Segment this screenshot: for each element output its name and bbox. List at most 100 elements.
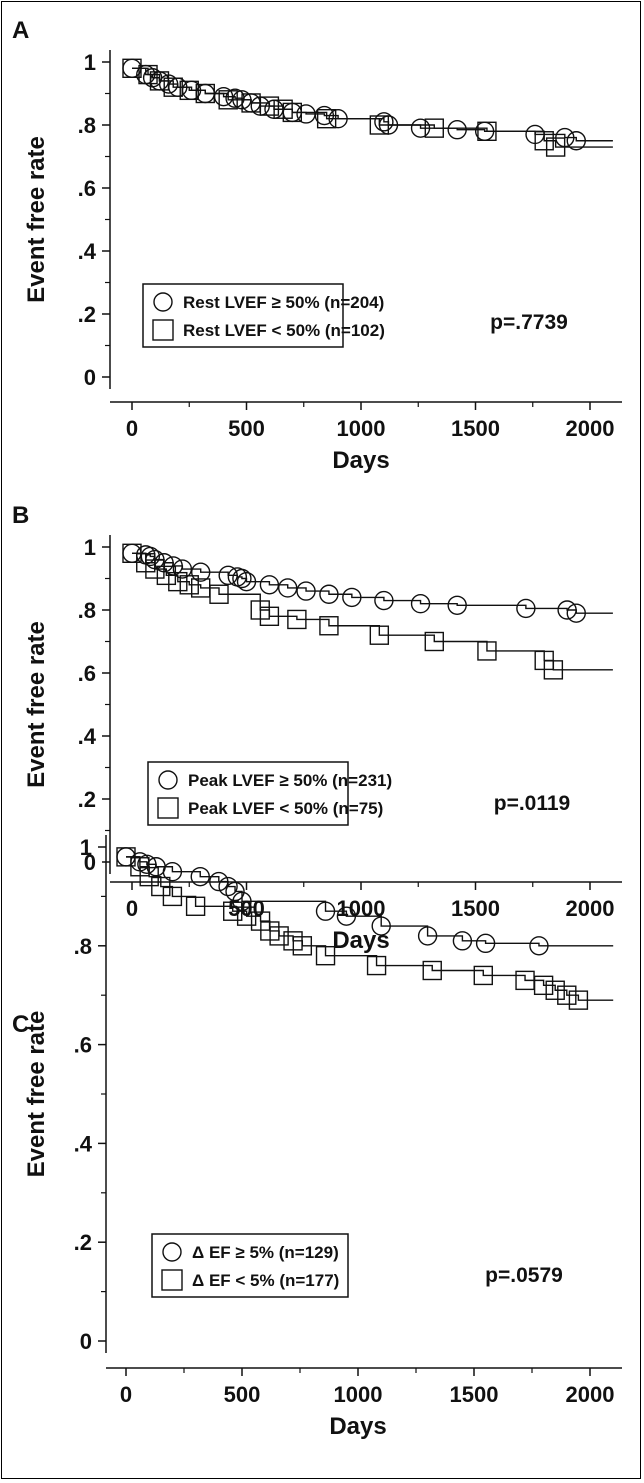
legend-label: Δ EF < 5% (n=177)	[192, 1271, 339, 1290]
data-point-square	[145, 559, 165, 579]
legend-square-icon	[161, 1269, 183, 1291]
data-point-circle	[371, 916, 391, 936]
y-axis-label: Event free rate	[23, 621, 50, 788]
data-point-square	[149, 71, 170, 91]
data-point-square	[422, 960, 442, 981]
y-tick-label: 1	[80, 835, 92, 860]
data-point-square	[156, 565, 177, 586]
legend-circle-icon	[162, 1242, 182, 1262]
legend-label: Δ EF ≥ 5% (n=129)	[192, 1243, 339, 1262]
legend-circle-icon	[158, 770, 178, 790]
x-axis-label: Days	[332, 447, 389, 474]
y-tick-label: .4	[78, 239, 97, 264]
y-tick-label: .6	[78, 176, 96, 201]
data-point-square	[568, 990, 589, 1010]
series-line-square	[132, 552, 613, 671]
data-point-square	[162, 886, 183, 907]
data-point-square	[477, 641, 497, 661]
data-point-square	[139, 866, 159, 887]
data-point-square	[477, 121, 497, 142]
data-point-square	[269, 926, 289, 946]
data-point-circle	[447, 120, 467, 140]
y-tick-label: .8	[74, 934, 92, 959]
data-point-circle	[225, 881, 245, 902]
y-tick-label: 0	[80, 1329, 92, 1354]
data-point-circle	[172, 559, 193, 579]
data-point-circle	[232, 568, 252, 589]
p-value: p=.0119	[494, 792, 570, 815]
legend-box	[147, 761, 349, 826]
data-point-square	[557, 985, 577, 1005]
data-point-circle	[447, 595, 467, 615]
x-tick-label: 0	[120, 1382, 132, 1407]
data-point-circle	[557, 600, 577, 620]
data-point-square	[533, 975, 554, 996]
data-point-circle	[452, 931, 473, 951]
data-point-square	[236, 906, 257, 926]
panel-letter: A	[12, 17, 29, 44]
data-point-square	[545, 137, 566, 157]
series-line-square	[132, 67, 613, 148]
x-tick-label: 0	[126, 896, 138, 921]
y-tick-label: .8	[78, 598, 96, 623]
legend-square-icon	[157, 797, 179, 819]
x-tick-label: 2000	[566, 1382, 615, 1407]
x-tick-label: 500	[224, 1382, 261, 1407]
data-point-square	[287, 609, 307, 630]
data-point-square	[366, 955, 387, 976]
x-tick-label: 0	[126, 416, 138, 441]
data-point-circle	[278, 578, 298, 598]
data-point-circle	[218, 565, 238, 586]
data-point-circle	[190, 562, 211, 582]
data-point-square	[424, 631, 444, 652]
p-value: p=.0579	[485, 1264, 563, 1287]
data-point-square	[138, 64, 158, 85]
panel-a: A 0 .2 .4 .6 .8 1 0 500 1000 1500 2000 Days Event fre…	[12, 17, 622, 474]
y-axis-label: Event free rate	[23, 1011, 50, 1178]
data-point-circle	[374, 590, 394, 611]
data-point-circle	[529, 936, 549, 956]
y-tick-label: .8	[78, 113, 96, 138]
y-tick-label: .6	[78, 661, 96, 686]
data-point-circle	[236, 571, 257, 592]
y-tick-label: 0	[84, 850, 96, 875]
data-point-circle	[410, 594, 431, 614]
data-point-circle	[218, 876, 238, 897]
data-point-circle	[374, 112, 394, 132]
data-point-circle	[209, 871, 229, 892]
x-axis-label: Days	[329, 1413, 386, 1440]
data-point-square	[179, 80, 199, 101]
panel-letter: B	[12, 502, 29, 529]
data-point-circle	[410, 118, 431, 138]
legend-box	[151, 1233, 349, 1298]
legend-label: Rest LVEF < 50% (n=102)	[183, 321, 385, 340]
data-point-square	[259, 606, 280, 626]
data-point-circle	[296, 581, 316, 601]
data-point-square	[282, 102, 302, 123]
y-tick-label: .6	[74, 1033, 92, 1058]
data-point-square	[151, 876, 171, 897]
x-tick-label: 1500	[450, 1382, 499, 1407]
data-point-circle	[314, 105, 335, 126]
x-tick-label: 1500	[451, 416, 500, 441]
y-tick-label: .2	[78, 787, 96, 812]
data-point-square	[292, 936, 313, 956]
data-point-square	[369, 625, 390, 645]
legend-label: Rest LVEF ≥ 50% (n=204)	[183, 293, 384, 312]
data-point-circle	[516, 598, 536, 619]
data-point-square	[315, 945, 336, 966]
data-point-square	[424, 118, 444, 138]
data-point-square	[116, 847, 136, 867]
x-axis-label: Days	[332, 927, 389, 954]
data-point-square	[179, 575, 199, 595]
data-point-square	[168, 571, 188, 592]
y-axis-label: Event free rate	[23, 136, 50, 303]
data-point-circle	[315, 901, 336, 921]
data-point-square	[195, 83, 215, 104]
x-tick-label: 1500	[451, 896, 500, 921]
legend-label: Peak LVEF < 50% (n=75)	[188, 799, 383, 818]
series-line-circle	[132, 67, 613, 142]
